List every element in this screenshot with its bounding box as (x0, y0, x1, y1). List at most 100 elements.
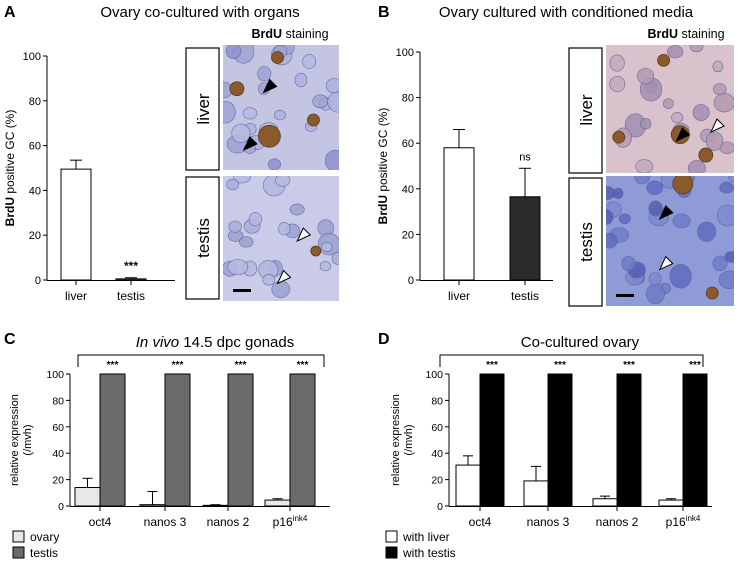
bar-testis (115, 278, 147, 281)
x-tick-label: testis (511, 289, 539, 303)
y-tick-label: 20 (402, 229, 414, 241)
y-axis-label-unit: (/mvh) (22, 424, 34, 455)
y-tick-label: 40 (52, 448, 64, 460)
brdu-positive-nucleus (271, 51, 284, 64)
cell-nucleus (689, 45, 704, 53)
y-tick-label: 100 (23, 51, 41, 63)
cell-nucleus (671, 112, 684, 124)
bar-ovary (74, 487, 101, 507)
panel-c-letter: C (4, 331, 16, 348)
y-tick-label: 40 (29, 185, 41, 197)
bar-with-liver (523, 480, 549, 507)
bar-liver (60, 168, 92, 281)
arrowhead-open (276, 269, 292, 285)
x-tick-label: nanos 2 (207, 515, 250, 529)
cell-nucleus (637, 67, 654, 85)
bar-testis (164, 373, 191, 507)
cell-nucleus (312, 94, 329, 109)
cell-nucleus (728, 176, 734, 183)
chart-b: 0 20 40 60 80 100 BrdU positive GC (%) liver tes… (376, 47, 553, 303)
y-axis-label-unit: (/mvh) (403, 424, 415, 455)
significance-label: *** (297, 360, 309, 371)
brdu-positive-nucleus (672, 176, 694, 195)
legend-swatch-with-testis (385, 546, 398, 559)
image-label-testis-a: testis (194, 218, 213, 258)
image-label-box-testis-b (568, 177, 603, 307)
image-label-liver-a: liver (194, 93, 213, 125)
cell-nucleus (228, 220, 242, 233)
x-tick-label: oct4 (89, 515, 112, 529)
cell-nucleus (609, 76, 626, 93)
panel-b-title: Ovary cultured with conditioned media (439, 4, 694, 21)
cell-nucleus (645, 283, 665, 305)
bar-testis (509, 196, 541, 281)
image-label-box-testis-a (185, 176, 220, 300)
panel-a-title: Ovary co-cultured with organs (100, 4, 299, 21)
cell-nucleus (231, 123, 251, 144)
cell-nucleus (716, 204, 734, 227)
y-tick-label: 80 (29, 96, 41, 108)
panel-d-letter: D (378, 331, 390, 348)
micrograph-testis-a (223, 176, 339, 301)
panel-d-title: Co-cultured ovary (521, 334, 640, 351)
x-tick-label: liver (448, 289, 470, 303)
cell-nucleus (705, 131, 724, 151)
cell-nucleus (239, 236, 254, 248)
y-axis-label: relative expression (9, 394, 21, 486)
y-tick-label: 60 (52, 422, 64, 434)
cell-nucleus (294, 72, 308, 88)
bar-testis (227, 373, 254, 507)
legend-label: with testis (402, 546, 456, 560)
x-tick-label: p16ink4 (666, 514, 701, 529)
cell-nucleus (667, 45, 684, 59)
cell-nucleus (324, 149, 339, 170)
cell-nucleus (648, 200, 663, 217)
brdu-positive-nucleus (657, 53, 670, 67)
cell-nucleus (289, 203, 305, 216)
cell-nucleus (248, 212, 263, 227)
y-tick-label: 100 (46, 369, 64, 381)
y-tick-label: 80 (431, 395, 443, 407)
y-tick-label: 60 (29, 141, 41, 153)
cell-nucleus (242, 107, 258, 120)
cell-nucleus (223, 100, 236, 124)
significance-label: ns (519, 151, 531, 163)
x-tick-label: nanos 2 (596, 515, 639, 529)
legend-swatch-with-liver (385, 530, 398, 543)
cell-nucleus (712, 83, 727, 95)
y-tick-label: 0 (35, 275, 41, 287)
y-tick-label: 40 (431, 448, 443, 460)
arrowhead-open (709, 118, 725, 134)
cell-nucleus (606, 209, 614, 225)
legend-label: testis (30, 546, 58, 560)
cell-nucleus (273, 109, 286, 121)
bar-with-testis (479, 373, 505, 507)
cell-nucleus (320, 242, 333, 252)
bar-liver (443, 147, 475, 281)
cell-nucleus (648, 272, 662, 286)
bar-with-liver (592, 498, 618, 507)
cell-nucleus (692, 104, 710, 121)
cell-nucleus (275, 176, 291, 187)
x-tick-label: oct4 (469, 515, 492, 529)
y-axis-label: BrdU positive GC (%) (3, 110, 17, 227)
brdu-positive-nucleus (705, 286, 719, 300)
chart-c: 0 20 40 60 80 100 relative expression (/mvh) oct… (9, 360, 330, 560)
legend-swatch-testis (12, 546, 25, 559)
panel-a-letter: A (4, 4, 16, 21)
significance-label: *** (107, 360, 119, 371)
cell-nucleus (327, 91, 339, 113)
cell-nucleus (257, 66, 272, 82)
cell-nucleus (718, 270, 734, 290)
significance-label: *** (689, 360, 701, 371)
chart-d: 0 20 40 60 80 100 relative expression (/mvh) oct… (385, 360, 712, 560)
cell-nucleus (278, 222, 291, 236)
cell-nucleus (618, 213, 631, 225)
cell-nucleus (719, 181, 734, 194)
brdu-positive-nucleus (310, 245, 322, 257)
legend-label: ovary (30, 530, 59, 544)
y-tick-label: 60 (431, 422, 443, 434)
brdu-positive-nucleus (698, 147, 714, 163)
bar-with-liver (455, 464, 481, 507)
bar-with-testis (682, 373, 708, 507)
